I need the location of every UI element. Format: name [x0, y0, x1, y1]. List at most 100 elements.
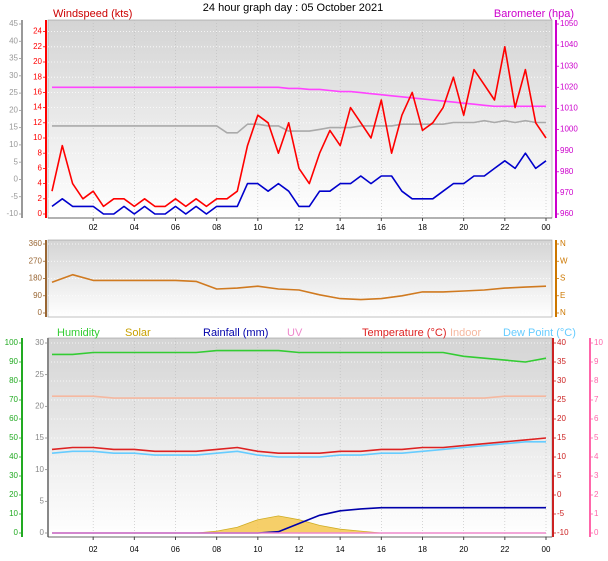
- y-tick-label: 9: [594, 357, 599, 366]
- y-tick-label: 0: [40, 528, 45, 537]
- y-tick-label: 20: [557, 414, 566, 423]
- y-tick-label: 970: [560, 188, 574, 197]
- x-tick-label: 12: [295, 223, 304, 232]
- x-tick-label: 20: [459, 545, 468, 554]
- axis-label: Windspeed (kts): [53, 8, 132, 20]
- y-tick-label: 30: [35, 338, 44, 347]
- x-tick-label: 10: [253, 223, 262, 232]
- series-line: [51, 46, 547, 208]
- y-tick-label: 25: [557, 395, 566, 404]
- y-tick-label: 24: [33, 27, 42, 36]
- y-tick-label: 20: [9, 490, 18, 499]
- legend-entry: Temperature (°C): [362, 327, 446, 339]
- x-tick-label: 00: [542, 223, 551, 232]
- y-tick-label: 5: [14, 157, 19, 166]
- y-tick-label: 20: [9, 105, 18, 114]
- x-tick-label: 10: [253, 545, 262, 554]
- y-tick-label: S: [560, 274, 565, 283]
- x-tick-label: 02: [89, 545, 98, 554]
- legend-entry: Rainfall (mm): [203, 327, 268, 339]
- y-tick-label: 40: [557, 338, 566, 347]
- y-tick-label: 100: [5, 338, 19, 347]
- y-tick-label: 360: [29, 239, 43, 248]
- y-tick-label: 40: [9, 452, 18, 461]
- series-line: [52, 349, 547, 363]
- y-tick-label: W: [560, 256, 568, 265]
- y-tick-label: 25: [35, 370, 44, 379]
- y-tick-label: 70: [9, 395, 18, 404]
- y-tick-label: 12: [33, 118, 42, 127]
- y-tick-label: 10: [33, 133, 42, 142]
- y-tick-label: 990: [560, 146, 574, 155]
- y-tick-label: 14: [33, 103, 42, 112]
- y-tick-label: 16: [33, 88, 42, 97]
- y-tick-label: 10: [35, 465, 44, 474]
- plot-area: [47, 19, 553, 219]
- y-tick-label: 270: [29, 256, 43, 265]
- y-tick-label: 1000: [560, 125, 578, 134]
- y-tick-label: 30: [9, 471, 18, 480]
- y-tick-label: 1010: [560, 104, 578, 113]
- y-tick-label: 15: [9, 123, 18, 132]
- x-tick-label: 16: [377, 223, 386, 232]
- y-tick-label: 90: [9, 357, 18, 366]
- y-tick-label: 5: [557, 471, 562, 480]
- y-tick-label: 10: [594, 338, 603, 347]
- y-tick-label: 6: [38, 164, 43, 173]
- y-tick-label: 1030: [560, 61, 578, 70]
- y-tick-label: 180: [29, 274, 43, 283]
- series-line: [51, 273, 547, 301]
- y-tick-label: E: [560, 291, 565, 300]
- y-tick-label: 2: [38, 194, 43, 203]
- legend-entry: Solar: [125, 327, 151, 339]
- y-tick-label: 960: [560, 209, 574, 218]
- y-tick-label: -5: [11, 192, 19, 201]
- y-tick-label: 1020: [560, 82, 578, 91]
- y-tick-label: 980: [560, 167, 574, 176]
- y-tick-label: 8: [38, 148, 43, 157]
- y-tick-label: 30: [9, 71, 18, 80]
- y-tick-label: 90: [33, 291, 42, 300]
- y-tick-label: 0: [14, 175, 19, 184]
- axis-label: Barometer (hpa): [494, 8, 574, 20]
- x-tick-label: 12: [295, 545, 304, 554]
- y-tick-label: 0: [14, 528, 19, 537]
- x-tick-label: 16: [377, 545, 386, 554]
- legend-entry: Indoor: [450, 327, 482, 339]
- y-tick-label: 10: [9, 140, 18, 149]
- x-tick-label: 00: [542, 545, 551, 554]
- y-tick-label: -10: [557, 528, 569, 537]
- y-tick-label: 35: [557, 357, 566, 366]
- legend-entry: Humidity: [57, 327, 100, 339]
- y-tick-label: 1050: [560, 19, 578, 28]
- y-tick-label: 0: [38, 209, 43, 218]
- series-line: [52, 86, 546, 108]
- x-tick-label: 04: [130, 545, 139, 554]
- x-tick-label: 14: [336, 223, 345, 232]
- y-tick-label: 5: [594, 433, 599, 442]
- y-tick-label: 4: [594, 452, 599, 461]
- legend-entry: Dew Point (°C): [503, 327, 576, 339]
- x-tick-label: 04: [130, 223, 139, 232]
- x-tick-label: 06: [171, 545, 180, 554]
- series-line: [51, 437, 547, 454]
- y-tick-label: 2: [594, 490, 599, 499]
- y-tick-label: -5: [557, 509, 565, 518]
- y-tick-label: 4: [38, 179, 43, 188]
- y-tick-label: 60: [9, 414, 18, 423]
- series-line: [52, 395, 546, 399]
- plot-area: [47, 337, 553, 538]
- y-tick-label: 1: [594, 509, 599, 518]
- y-tick-label: 3: [594, 471, 599, 480]
- y-tick-label: 7: [594, 395, 599, 404]
- x-tick-label: 22: [500, 545, 509, 554]
- y-tick-label: 6: [594, 414, 599, 423]
- x-tick-label: 06: [171, 223, 180, 232]
- series-line: [52, 119, 546, 134]
- y-tick-label: 80: [9, 376, 18, 385]
- y-tick-label: 15: [557, 433, 566, 442]
- y-tick-label: 20: [33, 57, 42, 66]
- y-tick-label: -10: [6, 209, 18, 218]
- y-tick-label: 40: [9, 36, 18, 45]
